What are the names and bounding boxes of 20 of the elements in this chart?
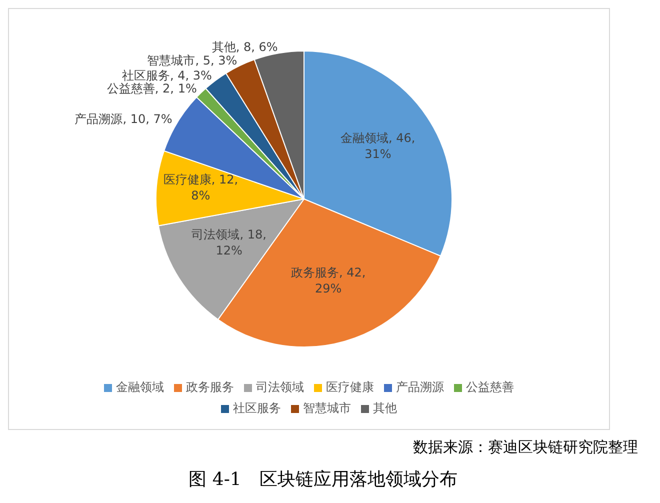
legend-label: 金融领域 xyxy=(115,379,164,396)
legend-label: 司法领域 xyxy=(255,379,304,396)
data-label: 社区服务, 4, 3% xyxy=(122,68,212,83)
data-label: 金融领域, 46, 31% xyxy=(340,130,416,161)
data-label: 智慧城市, 5, 3% xyxy=(147,53,238,68)
data-label: 公益慈善, 2, 1% xyxy=(106,81,197,96)
legend-label: 医疗健康 xyxy=(325,379,374,396)
legend-label: 智慧城市 xyxy=(302,400,351,417)
legend-label: 政务服务 xyxy=(185,379,234,396)
legend-label: 其他 xyxy=(372,400,397,417)
data-label: 其他, 8, 6% xyxy=(212,40,278,54)
text: 图 4-1 区块链应用落地领域分布 xyxy=(188,468,458,491)
data-label: 医疗健康, 12, 8% xyxy=(163,172,238,202)
data-label: 产品溯源, 10, 7% xyxy=(74,112,172,126)
data-label: 政务服务, 42, 29% xyxy=(290,265,366,296)
legend-label: 社区服务 xyxy=(232,400,281,417)
legend-label: 公益慈善 xyxy=(465,379,514,396)
data-label: 司法领域, 18, 12% xyxy=(192,228,266,258)
source-note: 数据来源：赛迪区块链研究院整理 xyxy=(412,438,638,457)
legend-label: 产品溯源 xyxy=(395,379,444,396)
